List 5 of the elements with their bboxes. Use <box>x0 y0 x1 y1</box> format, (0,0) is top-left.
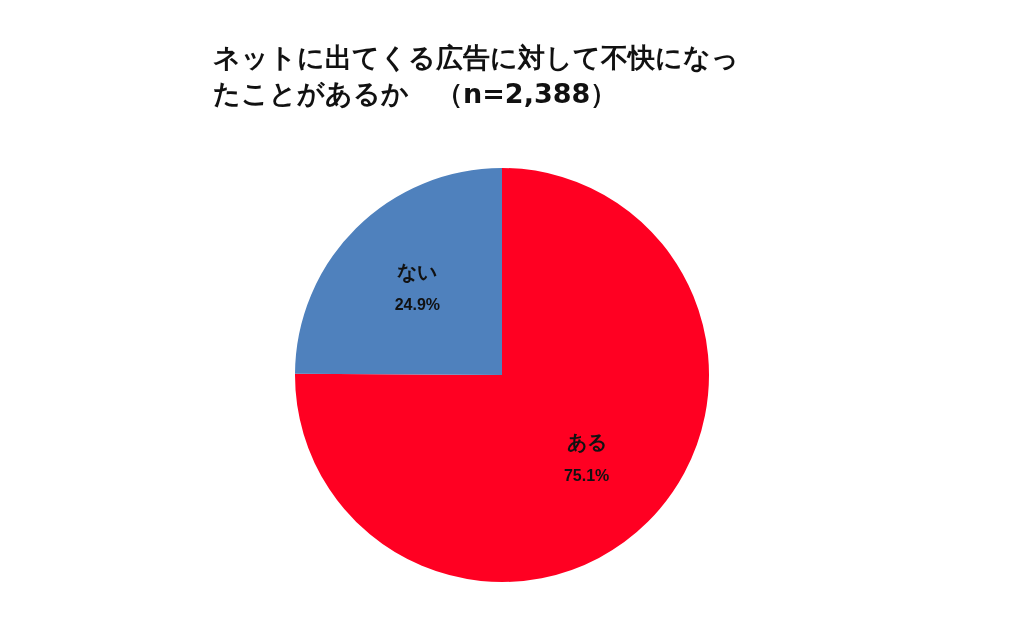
slice-label: ある <box>566 430 607 455</box>
chart-title: ネットに出てくる広告に対して不快になったことがあるか （n=2,388） <box>213 41 740 111</box>
slice-label: ない <box>397 260 438 285</box>
data-label: 75.1% <box>563 466 610 484</box>
data-label: 24.9% <box>394 296 441 314</box>
